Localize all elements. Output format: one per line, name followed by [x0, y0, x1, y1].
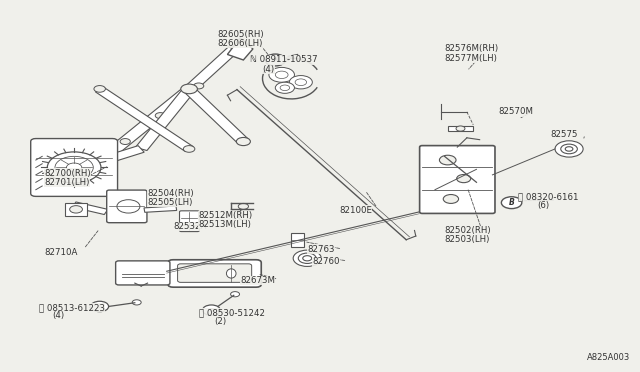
Polygon shape	[227, 38, 253, 60]
Polygon shape	[97, 146, 144, 165]
Text: N: N	[272, 55, 278, 64]
Circle shape	[565, 147, 573, 151]
Text: Ⓑ 08320-6161: Ⓑ 08320-6161	[518, 193, 579, 202]
Polygon shape	[448, 126, 473, 131]
Text: Ⓢ 08530-51242: Ⓢ 08530-51242	[198, 308, 265, 317]
Circle shape	[289, 76, 312, 89]
Text: 82503(LH): 82503(LH)	[445, 235, 490, 244]
Text: 82701(LH): 82701(LH)	[44, 178, 90, 187]
Polygon shape	[95, 87, 193, 151]
Text: 82606(LH): 82606(LH)	[218, 39, 263, 48]
Circle shape	[132, 300, 141, 305]
FancyBboxPatch shape	[168, 260, 261, 287]
Circle shape	[230, 292, 239, 297]
Polygon shape	[144, 206, 177, 212]
Circle shape	[239, 215, 248, 220]
Circle shape	[120, 138, 131, 144]
Circle shape	[456, 126, 465, 131]
Text: A825A003: A825A003	[586, 353, 630, 362]
Text: (4): (4)	[262, 65, 275, 74]
Circle shape	[91, 301, 109, 312]
Text: 82502(RH): 82502(RH)	[445, 226, 491, 235]
Text: 82513M(LH): 82513M(LH)	[198, 220, 252, 229]
Text: 82577M(LH): 82577M(LH)	[445, 54, 497, 62]
Text: 82760: 82760	[312, 257, 340, 266]
Text: 82570M: 82570M	[499, 108, 534, 116]
FancyBboxPatch shape	[177, 264, 252, 282]
Circle shape	[275, 71, 288, 78]
FancyBboxPatch shape	[107, 190, 147, 223]
Circle shape	[295, 79, 307, 86]
Circle shape	[280, 85, 290, 90]
Text: 82763: 82763	[307, 244, 335, 253]
Text: S: S	[209, 308, 213, 312]
Circle shape	[67, 163, 82, 172]
FancyBboxPatch shape	[31, 138, 118, 196]
Circle shape	[236, 137, 250, 145]
Circle shape	[303, 256, 312, 261]
Text: S: S	[98, 304, 102, 309]
Text: 82100E: 82100E	[339, 206, 372, 215]
Polygon shape	[72, 202, 108, 215]
Text: 82532A: 82532A	[173, 222, 207, 231]
Ellipse shape	[227, 269, 236, 278]
Circle shape	[156, 113, 166, 119]
Circle shape	[275, 82, 294, 93]
Text: 82504(RH): 82504(RH)	[148, 189, 194, 198]
Circle shape	[117, 200, 140, 213]
Text: B: B	[509, 198, 515, 207]
Circle shape	[93, 158, 107, 166]
Polygon shape	[136, 88, 195, 151]
Text: 82576M(RH): 82576M(RH)	[445, 44, 499, 53]
Bar	[65, 203, 87, 216]
Circle shape	[180, 84, 197, 94]
FancyBboxPatch shape	[116, 261, 170, 285]
Polygon shape	[184, 47, 239, 92]
Polygon shape	[184, 88, 249, 144]
Text: 82505(LH): 82505(LH)	[148, 198, 193, 207]
Circle shape	[193, 83, 204, 89]
Circle shape	[457, 174, 470, 183]
Bar	[291, 233, 304, 247]
Circle shape	[298, 253, 316, 263]
Circle shape	[501, 197, 522, 209]
Text: 82700(RH): 82700(RH)	[44, 169, 91, 177]
Text: (4): (4)	[52, 311, 64, 320]
Circle shape	[202, 305, 220, 315]
Text: 82673M: 82673M	[240, 276, 275, 285]
Circle shape	[70, 206, 83, 213]
Text: 82575: 82575	[550, 129, 577, 139]
Text: 82710A: 82710A	[44, 248, 77, 257]
Polygon shape	[94, 87, 195, 164]
Circle shape	[183, 145, 195, 152]
FancyBboxPatch shape	[420, 145, 495, 214]
FancyBboxPatch shape	[179, 211, 199, 232]
Text: 82605(RH): 82605(RH)	[218, 29, 264, 39]
Circle shape	[238, 203, 248, 209]
Text: Ⓢ 08513-61223: Ⓢ 08513-61223	[39, 303, 105, 312]
Text: 82512M(RH): 82512M(RH)	[198, 211, 253, 220]
Circle shape	[55, 156, 93, 179]
Text: (6): (6)	[537, 201, 549, 210]
Text: ℕ 08911-10537: ℕ 08911-10537	[250, 55, 317, 64]
Text: (2): (2)	[214, 317, 227, 326]
Circle shape	[561, 144, 577, 154]
Circle shape	[269, 67, 294, 82]
Circle shape	[94, 86, 106, 92]
Circle shape	[440, 155, 456, 165]
Circle shape	[265, 54, 285, 66]
Circle shape	[293, 250, 321, 266]
Circle shape	[444, 195, 459, 203]
Circle shape	[555, 141, 583, 157]
Circle shape	[47, 152, 101, 183]
